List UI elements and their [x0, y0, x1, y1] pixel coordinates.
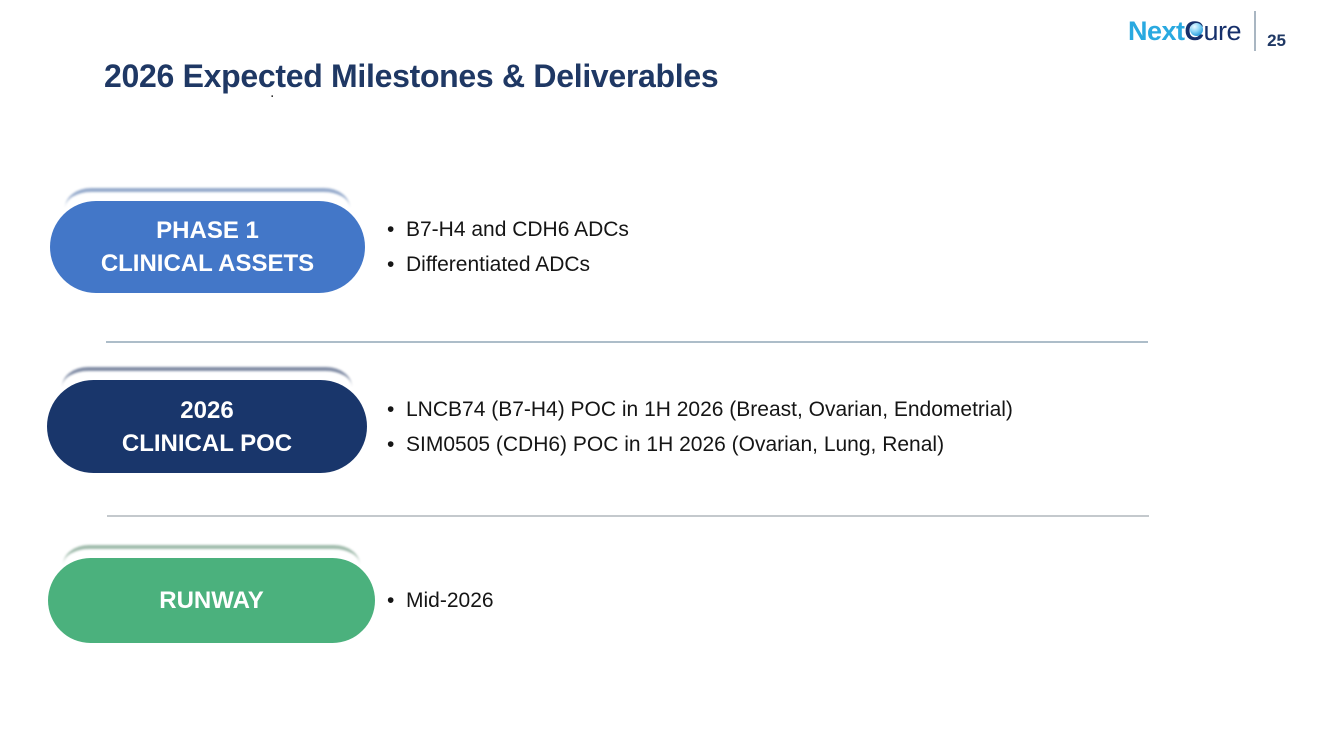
logo-letter-c: C [1185, 16, 1205, 47]
pill-label-line1: 2026 [180, 396, 234, 424]
logo-page-divider [1254, 11, 1257, 51]
nextcure-logo: NextCure [1128, 15, 1242, 47]
bullet-item: Mid-2026 [387, 583, 494, 618]
logo-text-ure: ure [1203, 15, 1242, 46]
pill-runway: RUNWAY [48, 558, 375, 643]
pill-phase1-clinical-assets: PHASE 1 CLINICAL ASSETS [50, 201, 365, 293]
section-divider [106, 341, 1148, 343]
pill-label-line2: CLINICAL ASSETS [100, 250, 315, 277]
bullet-item: SIM0505 (CDH6) POC in 1H 2026 (Ovarian, … [387, 427, 1013, 462]
logo-text-next: Next [1128, 15, 1185, 46]
slide-header: NextCure 25 [1128, 8, 1286, 54]
pill-label-line2: CLINICAL POC [121, 429, 293, 457]
bullet-list-runway: Mid-2026 [387, 583, 494, 618]
page-number: 25 [1267, 31, 1286, 50]
pill-2026-clinical-poc: 2026 CLINICAL POC [47, 380, 367, 473]
logo-sphere-icon [1189, 22, 1203, 36]
bullet-item: LNCB74 (B7-H4) POC in 1H 2026 (Breast, O… [387, 392, 1013, 427]
pill-label-line1: RUNWAY [159, 587, 264, 614]
slide-title: 2026 Expected Milestones & Deliverables [104, 58, 719, 94]
bullet-list-phase1: B7-H4 and CDH6 ADCs Differentiated ADCs [387, 212, 629, 282]
bullet-item: B7-H4 and CDH6 ADCs [387, 212, 629, 247]
pill-label-line1: PHASE 1 [156, 217, 259, 244]
section-divider [107, 515, 1149, 517]
bullet-item: Differentiated ADCs [387, 247, 629, 282]
stray-period: . [270, 84, 275, 101]
bullet-list-clinical-poc: LNCB74 (B7-H4) POC in 1H 2026 (Breast, O… [387, 392, 1013, 462]
